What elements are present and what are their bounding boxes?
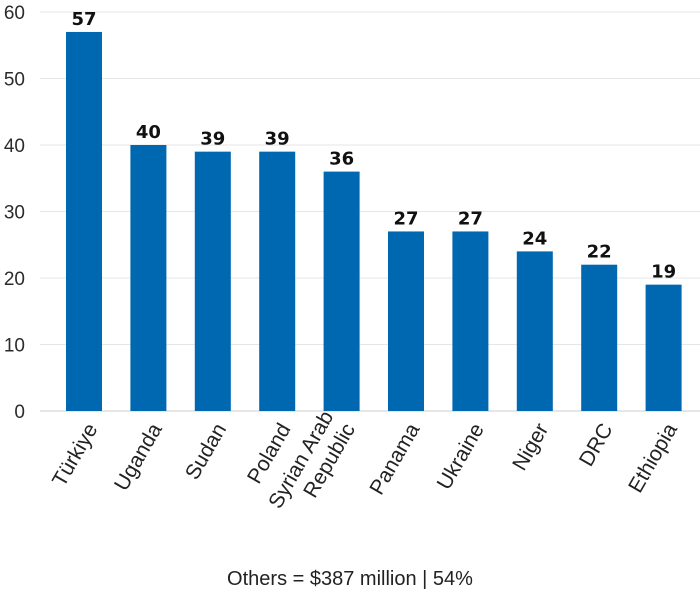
bar-value-label: 27 bbox=[458, 208, 483, 229]
bar bbox=[194, 151, 231, 411]
bar bbox=[259, 151, 296, 411]
footer-note: Others = $387 million | 54% bbox=[227, 568, 473, 590]
bar-value-label: 27 bbox=[393, 208, 418, 229]
x-tick-label: Ukraine bbox=[433, 420, 489, 494]
value-labels: 57 40 39 39 36 27 27 24 22 19 bbox=[71, 9, 676, 283]
x-tick-label: Türkiye bbox=[48, 420, 102, 491]
bar-value-label: 39 bbox=[265, 129, 290, 150]
bar bbox=[645, 284, 682, 411]
bar-value-label: 36 bbox=[329, 149, 354, 170]
x-tick-label: Uganda bbox=[110, 419, 167, 494]
x-tick-label: Panama bbox=[365, 419, 424, 499]
bar bbox=[452, 231, 489, 411]
bar-value-label: 19 bbox=[651, 262, 676, 283]
bar bbox=[581, 264, 618, 411]
bar-value-label: 24 bbox=[522, 228, 547, 249]
y-tick-label: 50 bbox=[4, 70, 25, 91]
bar bbox=[388, 231, 424, 411]
x-tick-label: Sudan bbox=[181, 420, 231, 484]
y-tick-label: 60 bbox=[4, 3, 25, 24]
bar bbox=[323, 171, 360, 411]
x-tick-label: Niger bbox=[508, 419, 553, 474]
bar bbox=[516, 251, 553, 411]
bar-value-label: 57 bbox=[71, 9, 96, 30]
bar-value-label: 40 bbox=[136, 122, 161, 143]
x-tick-label: Ethiopia bbox=[624, 419, 682, 496]
bar-value-label: 22 bbox=[587, 242, 612, 263]
y-tick-label: 40 bbox=[4, 136, 25, 157]
bar bbox=[66, 31, 102, 411]
y-tick-label: 0 bbox=[14, 402, 25, 423]
bar-value-label: 39 bbox=[200, 129, 225, 150]
y-tick-label: 20 bbox=[4, 269, 25, 290]
y-tick-label: 10 bbox=[4, 336, 25, 357]
y-axis: 0 10 20 30 40 50 60 bbox=[4, 3, 25, 423]
x-tick-label: DRC bbox=[575, 420, 618, 471]
y-tick-label: 30 bbox=[4, 203, 25, 224]
bar bbox=[130, 145, 167, 411]
bars bbox=[66, 31, 682, 411]
